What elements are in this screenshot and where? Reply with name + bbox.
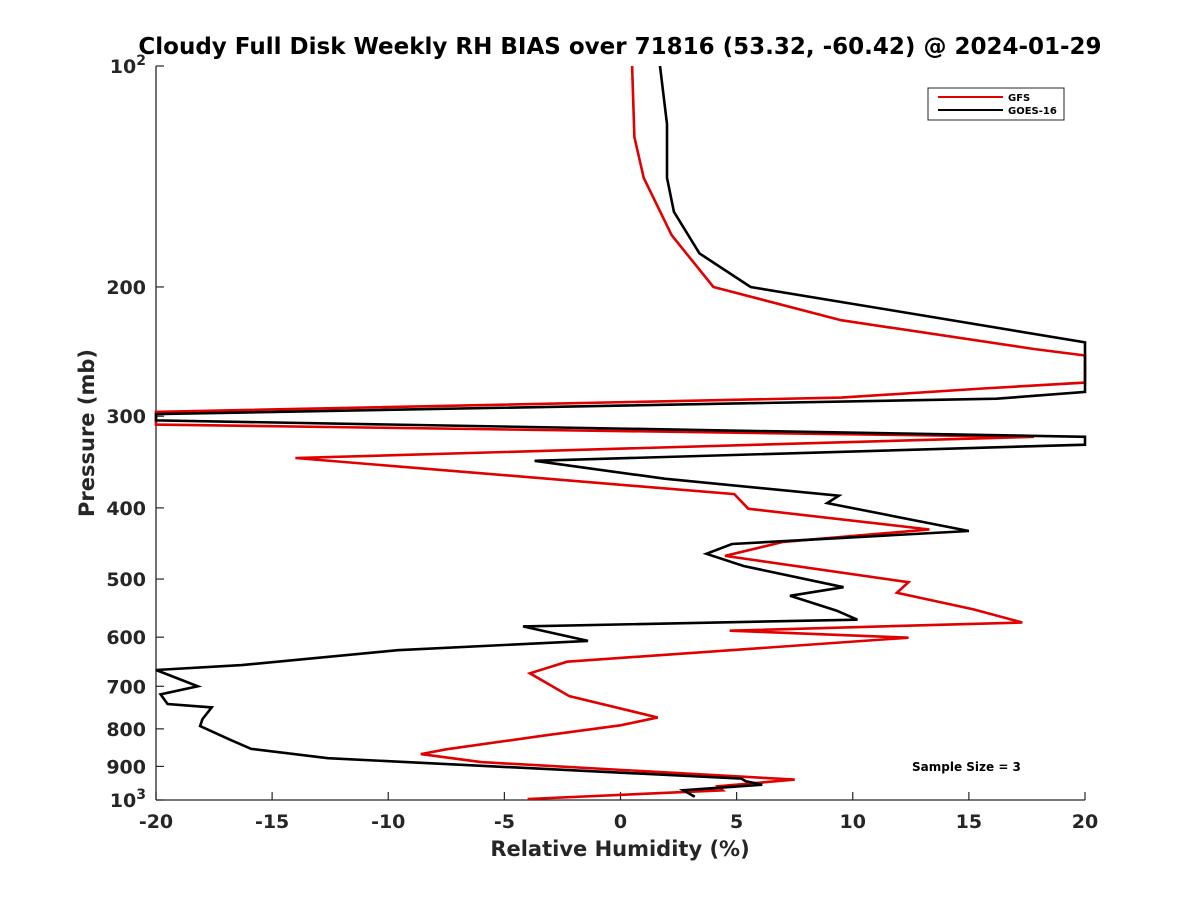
x-tick-label: 5 — [730, 811, 743, 833]
x-tick-label: -20 — [139, 811, 173, 833]
x-tick-label: 0 — [614, 811, 627, 833]
chart-title: Cloudy Full Disk Weekly RH BIAS over 718… — [138, 34, 1101, 60]
y-tick-label: 800 — [106, 719, 146, 741]
sample-size-annotation: Sample Size = 3 — [912, 760, 1021, 774]
x-tick-label: 20 — [1072, 811, 1098, 833]
y-tick-label: 600 — [106, 627, 146, 649]
x-tick-label: -5 — [494, 811, 515, 833]
series-line-gfs — [154, 65, 1087, 801]
y-tick-label: 103 — [110, 787, 146, 812]
series-line-goes16 — [154, 65, 1087, 798]
series-layer — [154, 65, 1087, 801]
x-axis-label: Relative Humidity (%) — [490, 837, 749, 861]
y-tick-label: 900 — [106, 756, 146, 778]
legend-box — [927, 87, 1065, 121]
x-tick-label: 10 — [840, 811, 866, 833]
y-tick-label: 500 — [106, 569, 146, 591]
y-tick-label: 400 — [106, 498, 146, 520]
y-tick-label: 700 — [106, 676, 146, 698]
legend-label-gfs: GFS — [1008, 93, 1030, 104]
legend: GFS GOES-16 — [927, 87, 1065, 121]
x-ticks: -20 -15 -10 -5 0 5 10 15 20 — [139, 792, 1098, 833]
legend-label-goes16: GOES-16 — [1008, 106, 1057, 117]
y-tick-label: 102 — [110, 53, 146, 78]
y-tick-label: 200 — [106, 277, 146, 299]
y-tick-label: 300 — [106, 406, 146, 428]
x-tick-label: -15 — [255, 811, 289, 833]
y-axis-label: Pressure (mb) — [75, 349, 99, 517]
x-tick-label: -10 — [371, 811, 405, 833]
y-ticks: 102 200 300 400 500 600 700 800 900 103 — [106, 53, 164, 812]
x-tick-label: 15 — [956, 811, 982, 833]
plot-area: -20 -15 -10 -5 0 5 10 15 20 102 200 300 400 500 600 70… — [106, 53, 1098, 833]
